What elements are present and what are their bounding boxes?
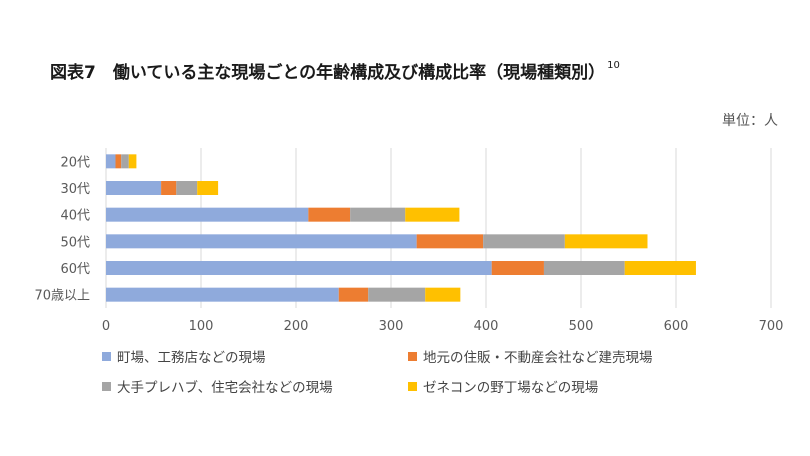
x-tick-label: 200 [284,319,309,334]
bar-segment-4 [128,154,137,169]
legend-label: 大手プレハブ、住宅会社などの現場 [117,380,333,396]
x-tick-label: 700 [759,319,784,334]
gridlines [105,148,772,308]
x-tick-label: 0 [102,319,110,334]
legend-item: ゼネコンの野丁場などの現場 [408,376,768,396]
x-tick-label: 500 [569,319,594,334]
legend: 町場、工務店などの現場 地元の住販・不動産会社など建売現場大手プレハブ、住宅会社な… [102,346,782,396]
bar-segment-2 [308,207,351,222]
chart-title-text: 図表7 働いている主な現場ごとの年齢構成及び構成比率（現場種類別） [50,63,606,83]
bar-segment-3 [483,234,565,249]
bar-segment-1 [106,154,116,169]
bar-segment-4 [405,207,460,222]
category-label: 30代 [60,182,90,197]
bar-segment-2 [115,154,122,169]
x-tick-labels: 0 100 200 300 400 500 600 700 [102,319,784,334]
x-tick-label: 600 [664,319,689,334]
bar-segment-4 [624,261,696,275]
bar-segment-2 [161,181,177,195]
bar-segment-2 [416,234,484,249]
x-tick-label: 400 [474,319,499,334]
category-label: 50代 [60,235,90,250]
bar-segment-4 [197,181,219,195]
bar-segment-3 [368,287,426,302]
x-tick-label: 300 [379,319,404,334]
legend-swatch [102,351,111,361]
legend-label: ゼネコンの野丁場などの現場 [423,380,599,396]
bar-segment-1 [106,287,339,302]
legend-item: 地元の住販・不動産会社など建売現場 [408,346,768,366]
bar-segment-1 [106,234,417,249]
bar-segment-2 [338,287,369,302]
bar-segment-3 [543,261,625,275]
bar-segment-1 [106,261,492,275]
bar-segment-2 [491,261,544,275]
bar-segment-1 [106,181,162,195]
bar-segment-3 [176,181,198,195]
bar-segment-4 [564,234,648,249]
category-label: 20代 [60,155,90,170]
chart-title: 図表7 働いている主な現場ごとの年齢構成及び構成比率（現場種類別） 10 [50,58,620,83]
bar-segment-1 [106,207,309,222]
category-labels: 20代 30代 40代 50代 60代 70歳以上 [34,155,90,303]
unit-label: 単位：人 [722,113,778,129]
bars [106,154,696,302]
legend-swatch [408,351,417,361]
bar-segment-4 [425,287,461,302]
legend-swatch [102,381,111,391]
legend-label: 町場、工務店などの現場 [117,350,266,366]
footnote-mark: 10 [607,60,620,72]
category-label: 40代 [60,209,90,224]
legend-swatch [408,381,417,391]
bar-segment-3 [350,207,406,222]
x-tick-label: 100 [189,319,214,334]
legend-item: 大手プレハブ、住宅会社などの現場 [102,376,408,396]
category-label: 70歳以上 [34,289,90,304]
category-label: 60代 [60,262,90,277]
legend-item: 町場、工務店などの現場 [102,346,408,366]
bar-segment-3 [121,154,129,169]
legend-label: 地元の住販・不動産会社など建売現場 [423,350,653,366]
stacked-bar-chart: 20代 30代 40代 50代 60代 70歳以上 0 100 200 300 400 500 600… [34,148,784,334]
